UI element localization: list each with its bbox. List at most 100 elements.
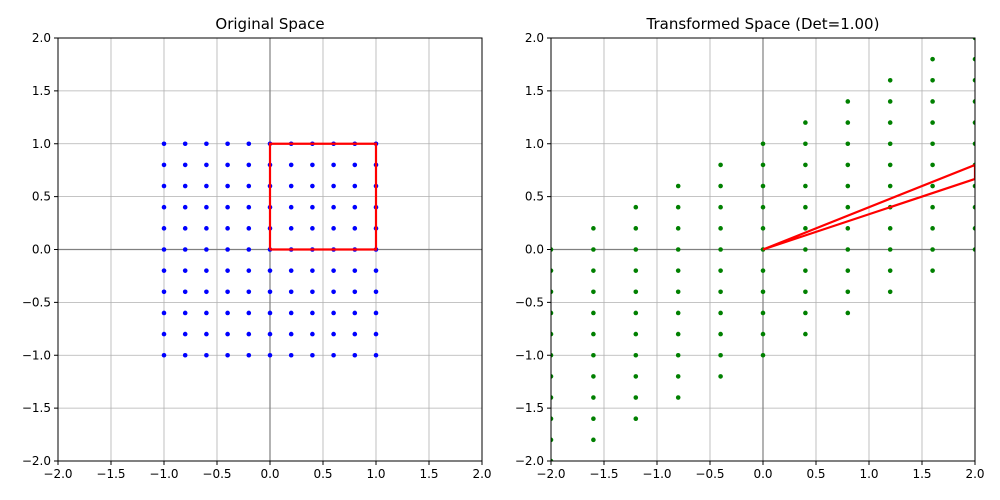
- data-point: [718, 204, 723, 210]
- data-point: [161, 310, 167, 316]
- data-point: [887, 141, 893, 147]
- data-point: [182, 141, 188, 147]
- chart-title: Transformed Space (Det=1.00): [646, 15, 880, 33]
- chart-title: Original Space: [215, 15, 324, 33]
- data-point: [718, 226, 723, 231]
- data-point: [760, 141, 766, 147]
- data-point: [204, 204, 209, 210]
- data-point: [161, 141, 167, 147]
- data-point: [161, 204, 167, 210]
- y-tick-label: −2.0: [22, 454, 51, 468]
- data-point: [288, 268, 294, 273]
- data-point: [331, 289, 336, 295]
- y-tick-label: −1.5: [515, 401, 544, 415]
- data-point: [182, 204, 188, 210]
- data-point: [845, 120, 851, 125]
- data-point: [288, 289, 294, 295]
- data-point: [331, 226, 336, 231]
- data-point: [246, 352, 252, 358]
- data-point: [182, 268, 188, 273]
- data-point: [182, 352, 188, 358]
- data-point: [267, 268, 273, 273]
- data-point: [161, 247, 167, 252]
- data-point: [373, 268, 379, 273]
- data-point: [288, 162, 294, 168]
- data-point: [246, 268, 252, 273]
- data-point: [204, 226, 209, 231]
- data-point: [551, 437, 554, 443]
- data-point: [887, 99, 893, 104]
- y-tick-label: 2.0: [525, 31, 544, 45]
- unit-square-outline: [268, 142, 378, 251]
- data-point: [352, 204, 358, 210]
- data-point: [182, 331, 188, 337]
- data-point: [352, 310, 358, 316]
- data-point: [182, 226, 188, 231]
- data-point: [161, 226, 167, 231]
- data-point: [718, 268, 723, 273]
- data-point: [204, 268, 209, 273]
- data-point: [845, 204, 851, 210]
- data-point: [803, 310, 808, 316]
- data-point: [633, 310, 639, 316]
- data-point: [760, 289, 766, 295]
- data-point: [161, 289, 167, 295]
- data-point: [887, 78, 893, 83]
- x-tick-label: 0.0: [753, 467, 772, 481]
- data-point: [246, 247, 252, 252]
- data-point: [675, 204, 681, 210]
- data-point: [591, 395, 596, 400]
- data-point: [591, 247, 596, 252]
- data-point: [718, 247, 723, 252]
- data-point: [718, 310, 723, 316]
- data-point: [331, 310, 336, 316]
- data-point: [204, 310, 209, 316]
- y-tick-label: 0.0: [32, 243, 51, 257]
- data-point: [182, 289, 188, 295]
- data-point: [675, 247, 681, 252]
- data-point: [718, 289, 723, 295]
- x-tick-label: 1.0: [859, 467, 878, 481]
- data-point: [331, 352, 336, 358]
- data-point: [887, 183, 893, 189]
- data-point: [373, 289, 379, 295]
- data-point: [267, 310, 273, 316]
- data-point: [246, 226, 252, 231]
- data-point: [161, 331, 167, 337]
- data-point: [803, 183, 808, 189]
- data-point: [551, 289, 554, 295]
- x-tick-label: 0.5: [313, 467, 332, 481]
- data-point: [972, 247, 975, 252]
- data-point: [760, 204, 766, 210]
- data-point: [310, 226, 315, 231]
- data-point: [551, 416, 554, 421]
- data-point: [225, 331, 230, 337]
- data-point: [204, 183, 209, 189]
- data-point: [845, 99, 851, 104]
- x-tick-label: 0.5: [806, 467, 825, 481]
- x-tick-label: 2.0: [965, 467, 984, 481]
- data-point: [310, 162, 315, 168]
- data-point: [803, 331, 808, 337]
- data-point: [718, 183, 723, 189]
- data-point: [352, 226, 358, 231]
- y-tick-label: 0.0: [525, 243, 544, 257]
- data-point: [551, 458, 554, 461]
- data-point: [310, 204, 315, 210]
- data-point: [182, 247, 188, 252]
- data-point: [718, 352, 723, 358]
- data-point: [204, 331, 209, 337]
- data-point: [225, 310, 230, 316]
- data-point: [972, 56, 975, 62]
- data-point: [633, 289, 639, 295]
- data-point: [288, 183, 294, 189]
- data-point: [591, 352, 596, 358]
- data-point: [930, 56, 935, 62]
- data-point: [633, 395, 639, 400]
- data-point: [887, 247, 893, 252]
- x-tick-label: 2.0: [472, 467, 491, 481]
- data-point: [225, 352, 230, 358]
- data-point: [551, 268, 554, 273]
- data-point: [845, 268, 851, 273]
- data-point: [972, 183, 975, 189]
